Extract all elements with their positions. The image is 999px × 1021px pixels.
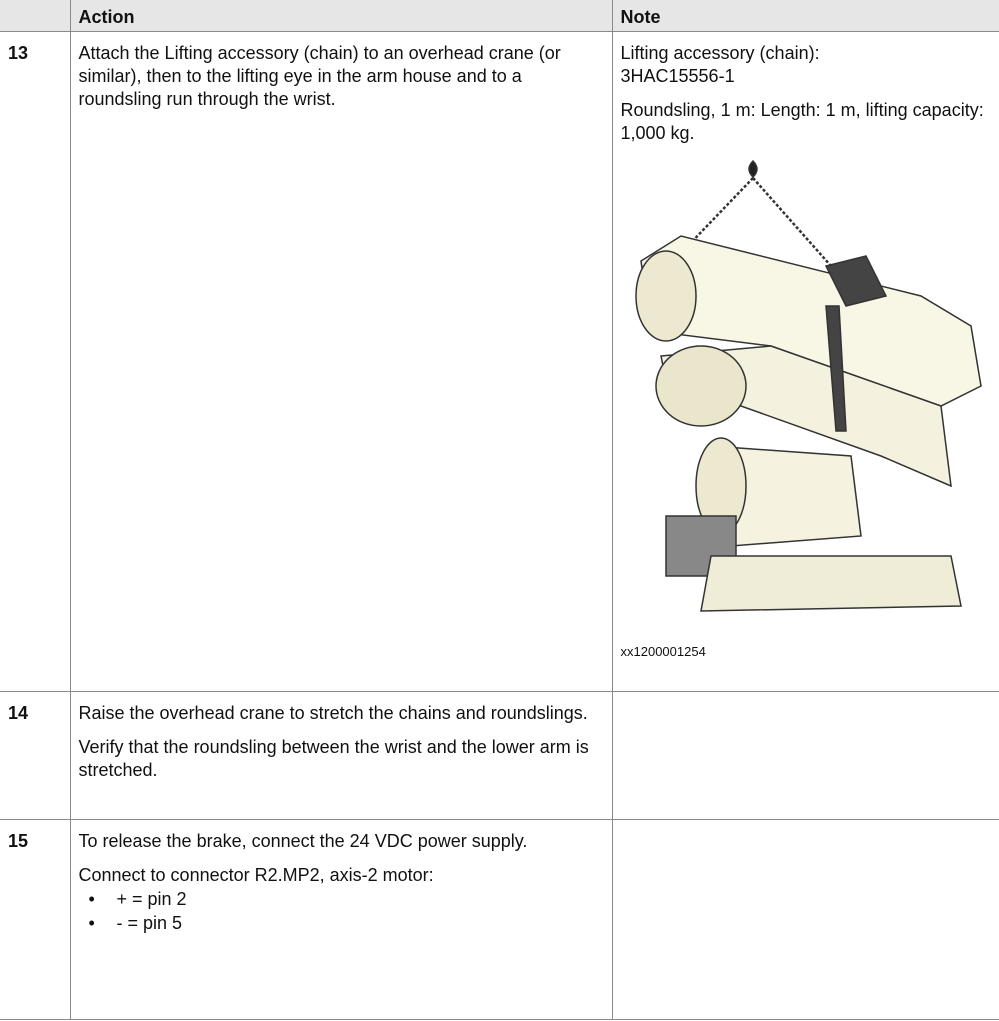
step-header bbox=[0, 0, 71, 32]
row: 14 Raise the overhead crane to stretch t… bbox=[0, 691, 999, 820]
step-number: 15 bbox=[0, 819, 71, 1020]
note-cell: Lifting accessory (chain): 3HAC15556-1 R… bbox=[611, 31, 999, 692]
bullet-list: + = pin 2 - = pin 5 bbox=[79, 887, 604, 935]
step-number: 13 bbox=[0, 31, 71, 692]
action-text: Connect to connector R2.MP2, axis-2 moto… bbox=[78, 865, 434, 885]
header-row: Action Note bbox=[0, 0, 999, 32]
bullet-item: + = pin 2 bbox=[89, 887, 604, 911]
note-cell bbox=[611, 691, 999, 820]
step-number: 14 bbox=[0, 691, 71, 820]
bullet-item: - = pin 5 bbox=[89, 911, 604, 935]
column-header: Note bbox=[611, 0, 999, 32]
robot-figure bbox=[634, 159, 982, 612]
column-header: Action bbox=[69, 0, 613, 32]
note-cell bbox=[611, 819, 999, 1020]
note-label: Lifting accessory (chain): bbox=[620, 43, 820, 63]
action-text: To release the brake, connect the 24 VDC… bbox=[78, 831, 528, 851]
row: 15 To release the brake, connect the 24 … bbox=[0, 819, 999, 1020]
row: 13 Attach the Lifting accessory (chain) … bbox=[0, 31, 999, 692]
action-cell: Attach the Lifting accessory (chain) to … bbox=[69, 31, 613, 692]
note-value: 3HAC15556-1 bbox=[620, 66, 735, 86]
note-text: Roundsling, 1 m: Length: 1 m, lifting ca… bbox=[620, 100, 984, 143]
action-text: Raise the overhead crane to stretch the … bbox=[78, 703, 588, 723]
action-text: Attach the Lifting accessory (chain) to … bbox=[78, 43, 561, 109]
action-cell: To release the brake, connect the 24 VDC… bbox=[69, 819, 613, 1020]
action-text: Verify that the roundsling between the w… bbox=[78, 737, 589, 780]
action-cell: Raise the overhead crane to stretch the … bbox=[69, 691, 613, 820]
figure-caption: xx1200001254 bbox=[620, 644, 706, 659]
